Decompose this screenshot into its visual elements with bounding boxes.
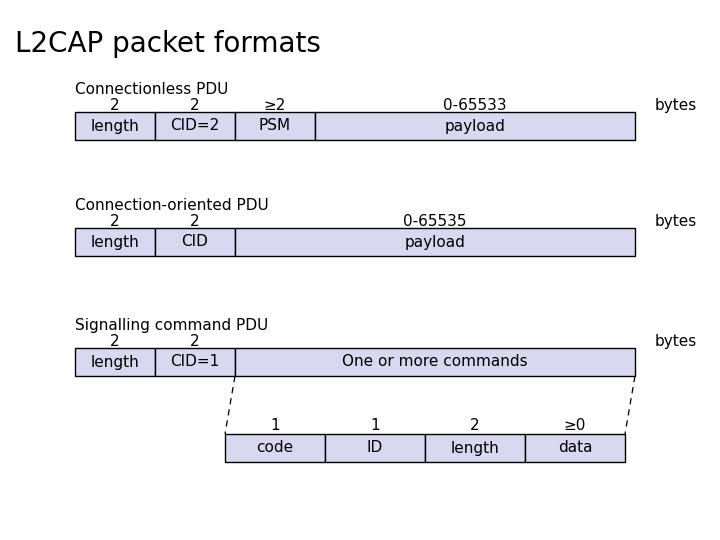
Text: bytes: bytes	[655, 334, 697, 349]
Text: 1: 1	[270, 418, 280, 433]
Text: 2: 2	[110, 334, 120, 349]
Bar	[155, 228, 235, 256]
Text: 2: 2	[110, 214, 120, 229]
Text: payload: payload	[405, 234, 465, 249]
Text: 2: 2	[190, 334, 200, 349]
Text: 0-65535: 0-65535	[403, 214, 467, 229]
Bar	[235, 348, 635, 376]
Bar	[225, 434, 325, 462]
Text: CID=1: CID=1	[171, 354, 220, 369]
Text: ID: ID	[367, 441, 383, 456]
Text: payload: payload	[444, 118, 505, 133]
Bar	[425, 434, 525, 462]
Text: ≥2: ≥2	[264, 98, 286, 113]
Text: 2: 2	[190, 98, 200, 113]
Text: 2: 2	[470, 418, 480, 433]
Text: Signalling command PDU: Signalling command PDU	[75, 318, 269, 333]
Bar	[75, 112, 155, 140]
Bar	[155, 348, 235, 376]
Bar	[315, 112, 635, 140]
Text: 0-65533: 0-65533	[444, 98, 507, 113]
Text: ≥0: ≥0	[564, 418, 586, 433]
Text: One or more commands: One or more commands	[342, 354, 528, 369]
Bar	[325, 434, 425, 462]
Text: L2CAP packet formats: L2CAP packet formats	[15, 30, 321, 58]
Text: Connection-oriented PDU: Connection-oriented PDU	[75, 198, 269, 213]
Text: 1: 1	[370, 418, 380, 433]
Text: CID=2: CID=2	[171, 118, 220, 133]
Bar	[525, 434, 625, 462]
Text: bytes: bytes	[655, 214, 697, 229]
Text: length: length	[91, 234, 140, 249]
Bar	[75, 228, 155, 256]
Text: code: code	[256, 441, 294, 456]
Text: bytes: bytes	[655, 98, 697, 113]
Text: 2: 2	[110, 98, 120, 113]
Bar	[155, 112, 235, 140]
Text: length: length	[451, 441, 500, 456]
Text: length: length	[91, 118, 140, 133]
Bar	[75, 348, 155, 376]
Text: length: length	[91, 354, 140, 369]
Text: 2: 2	[190, 214, 200, 229]
Text: CID: CID	[181, 234, 208, 249]
Bar	[235, 228, 635, 256]
Bar	[235, 112, 315, 140]
Text: data: data	[558, 441, 593, 456]
Text: Connectionless PDU: Connectionless PDU	[75, 82, 228, 97]
Text: PSM: PSM	[259, 118, 291, 133]
